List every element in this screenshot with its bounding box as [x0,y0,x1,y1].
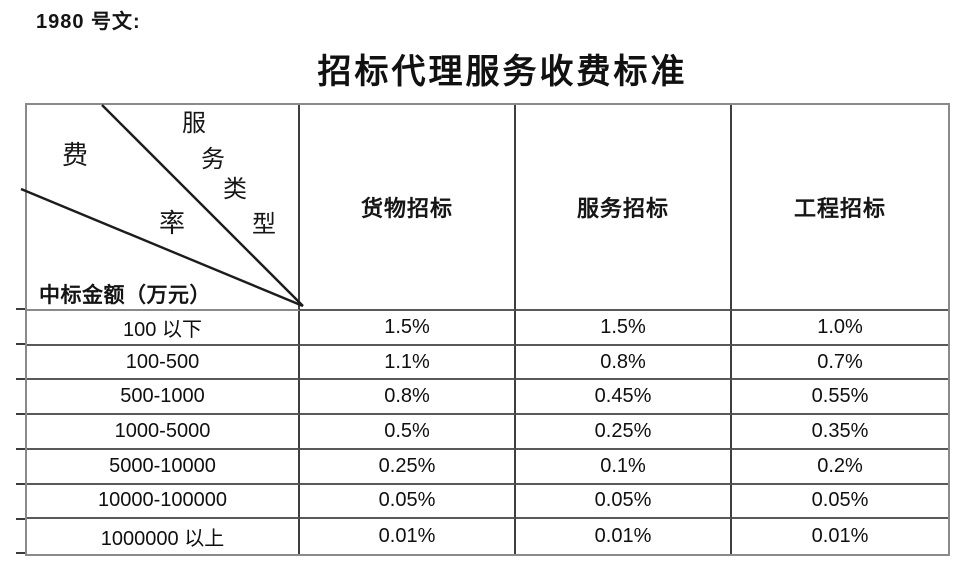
corner-label-service-type-char: 类 [223,177,247,203]
column-header-service: 服务招标 [516,105,732,311]
corner-label-bid-amount: 中标金额（万元） [39,283,211,307]
row-line-overhang [16,413,25,415]
rate-value: 0.45% [516,380,732,416]
rate-value: 0.8% [300,380,516,416]
corner-label-service-type-char: 服 [182,111,206,137]
rate-value: 0.05% [732,485,948,520]
page-title: 招标代理服务收费标准 [317,54,688,91]
rate-value: 0.55% [732,380,948,416]
rate-value: 0.01% [516,519,732,554]
diagonal-divider-lines [20,104,304,308]
row-range: 1000000 以上 [27,519,300,554]
rate-value: 0.35% [732,415,948,450]
row-range: 1000-5000 [27,415,300,450]
row-line-overhang [16,378,25,380]
rate-value: 0.7% [732,346,948,381]
row-line-overhang [16,343,25,345]
rate-value: 0.05% [300,484,516,520]
column-header-engineering: 工程招标 [732,105,948,311]
row-range: 100 以下 [27,311,300,346]
rate-value: 0.8% [516,345,732,381]
corner-label-service-type-char: 务 [201,147,225,173]
row-range: 5000-10000 [27,449,300,485]
row-line-overhang [16,448,25,450]
rate-value: 1.5% [516,311,732,346]
row-line-overhang [16,483,25,485]
rate-value: 0.1% [516,449,732,485]
rate-value: 1.0% [732,311,948,346]
corner-label-service-type-char: 型 [252,212,276,238]
corner-label-fee-rate-char: 率 [159,209,186,238]
rate-value: 0.25% [516,415,732,450]
corner-label-fee-rate-char: 费 [62,141,89,170]
fee-standard-table: 服 务 类 型 费 率 中标金额（万元） 货物招标 服务招标 工程招标 100 … [20,103,950,556]
rate-value: 1.5% [300,311,516,346]
row-line-overhang [16,308,25,310]
rate-value: 0.25% [300,449,516,485]
rate-value: 0.01% [811,525,869,548]
rate-value: 0.01% [300,519,516,554]
row-range: 500-1000 [27,380,300,416]
rate-value: 0.5% [300,415,516,450]
row-range: 10000-100000 [27,484,300,520]
rate-value: 1.1% [300,345,516,381]
row-line-overhang [16,552,25,554]
row-range: 100-500 [27,345,300,381]
column-header-goods: 货物招标 [300,105,516,311]
rate-value: 0.05% [516,484,732,520]
row-line-overhang [16,518,25,520]
table-corner-cell: 服 务 类 型 费 率 中标金额（万元） [20,104,304,311]
doc-ref-label: 1980 号文: [36,11,141,33]
rate-value: 0.2% [732,450,948,485]
